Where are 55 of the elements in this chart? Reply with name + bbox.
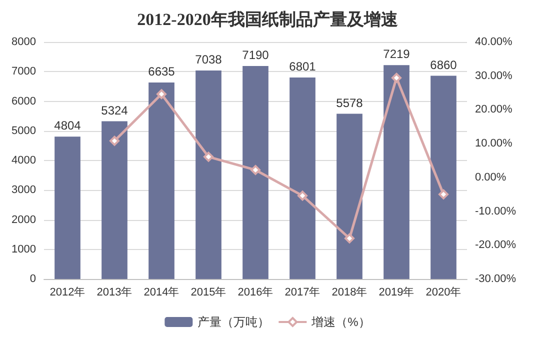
data-label: 7219 [383,47,410,62]
y-tick-label: 0 [30,273,36,285]
x-tick-label: 2019年 [378,286,414,298]
y2-tick-label: -30.00% [475,273,516,285]
point [204,152,214,162]
x-tick-label: 2015年 [190,286,226,298]
x-tick-label: 2018年 [332,286,368,298]
y2-tick-label: 30.00% [475,70,513,82]
point [250,164,260,175]
x-tick-label: 2014年 [144,286,180,298]
point [438,189,448,200]
y-tick-label: 1000 [12,243,36,256]
y-tick-label: 4000 [12,154,36,166]
bar [242,66,268,279]
y2-tick-label: -10.00% [475,205,516,218]
y2-tick-label: 10.00% [475,138,513,150]
data-label: 6635 [148,64,176,78]
bar [430,76,456,279]
bar [384,65,410,279]
y-tick-label: 7000 [12,66,36,78]
point [156,89,166,100]
x-tick-label: 2017年 [284,286,320,298]
chart-title: 2012-2020年我国纸制品产量及增速 [137,10,398,29]
bar [102,121,128,279]
point [110,136,120,146]
x-tick-label: 2012年 [50,286,86,298]
y2-tick-label: 0.00% [475,171,506,184]
y-tick-label: 5000 [12,124,36,137]
y-tick-label: 8000 [12,36,36,48]
point [344,233,354,244]
x-tick-label: 2013年 [96,286,132,298]
y2-tick-label: 40.00% [475,36,513,48]
legend-label: 产量（万吨） [198,315,270,329]
y2-tick-label: 20.00% [475,104,513,116]
data-label: 4804 [54,118,82,133]
bar [336,114,362,279]
bar [290,78,316,279]
bar [54,136,80,279]
point [392,72,402,83]
y2-tick-label: -20.00% [475,239,516,252]
bar [148,82,174,279]
point [298,190,308,201]
y-tick-label: 6000 [12,95,36,108]
bar [196,70,222,279]
data-label: 7038 [195,52,222,66]
data-label: 5578 [336,96,364,110]
x-tick-label: 2020年 [426,286,462,298]
y-tick-label: 2000 [12,214,36,226]
data-label: 7190 [242,48,270,62]
legend-label: 增速（%） [310,315,370,329]
data-label: 6801 [289,60,316,74]
data-label: 5324 [101,103,128,118]
y-tick-label: 3000 [12,184,36,196]
x-tick-label: 2016年 [238,286,274,298]
data-label: 6860 [430,58,458,72]
